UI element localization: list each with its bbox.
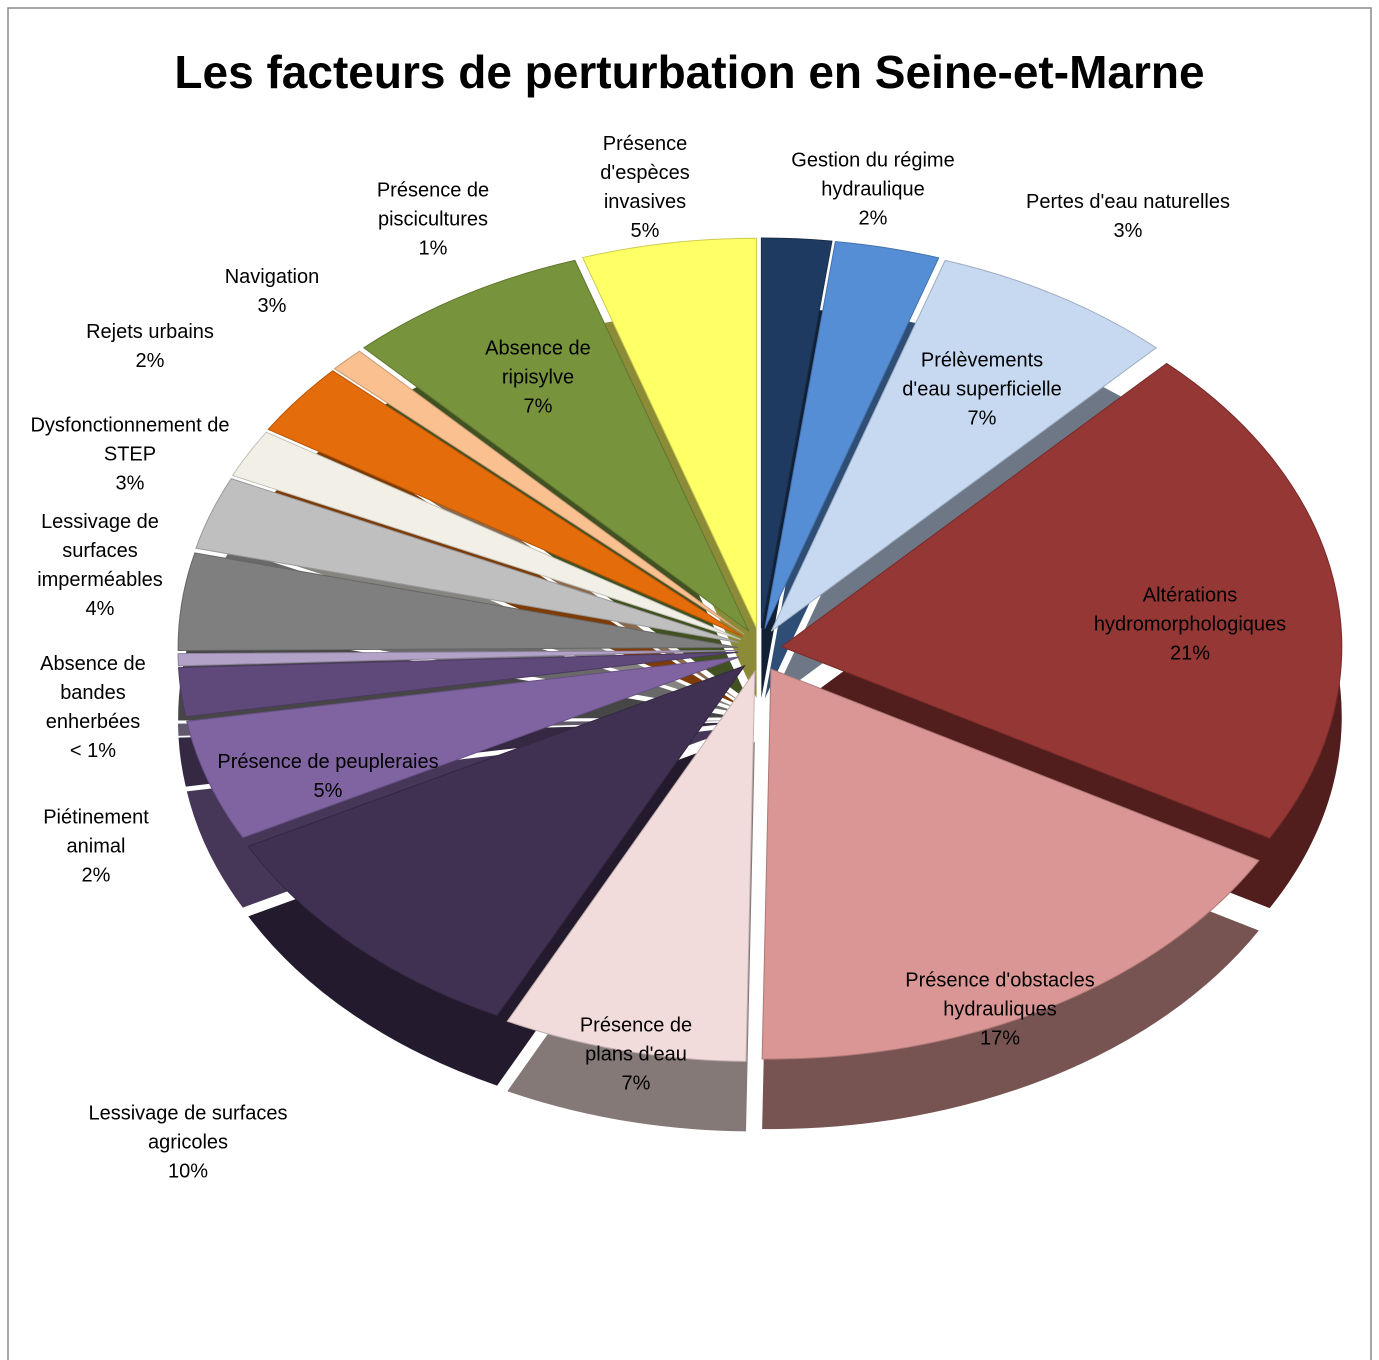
pie-slice xyxy=(780,362,1343,839)
pie-slice xyxy=(231,431,741,640)
value-label: < 1% xyxy=(69,740,117,762)
slice-label: Prélèvements d'eau superficielle 7% xyxy=(902,347,1062,434)
value-label: 7% xyxy=(967,407,997,430)
pie-slice xyxy=(761,668,1260,1060)
category-name: Gestion du régime hydraulique xyxy=(791,149,955,201)
value-label: 2% xyxy=(858,207,888,230)
value-label: 3% xyxy=(257,295,287,317)
pie-slice xyxy=(770,259,1158,632)
slice-label: Lessivage de surfaces agricoles 10% xyxy=(68,1100,308,1187)
category-name: Présence de piscicultures xyxy=(376,179,490,231)
pie-slice xyxy=(362,259,750,632)
category-name: Absence de ripisylve xyxy=(485,337,591,389)
slice-label: Absence de ripisylve 7% xyxy=(468,335,608,422)
slice-label: Altérations hydromorphologiques 21% xyxy=(1070,582,1310,669)
slice-label: Lessivage de surfaces imperméables 4% xyxy=(15,508,185,624)
category-name: Pertes d'eau naturelles xyxy=(1026,191,1230,213)
value-label: 3% xyxy=(115,472,145,495)
value-label: 10% xyxy=(167,1160,209,1183)
slice-label: Absence de bandes enherbées < 1% xyxy=(28,650,158,766)
slice-label: Dysfonctionnement de STEP 3% xyxy=(25,412,235,499)
category-name: Navigation xyxy=(224,266,320,288)
pie-slice xyxy=(764,241,940,629)
slice-label: Présence d'obstacles hydrauliques 17% xyxy=(885,967,1115,1054)
pie-slice xyxy=(581,237,758,629)
category-name: Absence de bandes enherbées xyxy=(40,653,146,733)
pie-slice xyxy=(178,651,739,718)
value-label: 5% xyxy=(630,220,660,242)
category-name: Rejets urbains xyxy=(86,321,214,343)
slice-label: Gestion du régime hydraulique 2% xyxy=(768,147,978,234)
slice-label: Pertes d'eau naturelles 3% xyxy=(998,188,1258,246)
value-label: 5% xyxy=(313,780,343,802)
value-label: 4% xyxy=(85,598,115,620)
category-name: Lessivage de surfaces imperméables xyxy=(37,511,163,591)
slice-label: Navigation 3% xyxy=(207,263,337,321)
pie-slice xyxy=(186,656,740,839)
chart-title: Les facteurs de perturbation en Seine-et… xyxy=(174,46,1205,98)
value-label: 7% xyxy=(621,1072,651,1095)
value-label: 2% xyxy=(135,350,165,372)
pie-slice xyxy=(506,669,756,1062)
slice-label: Présence de piscicultures 1% xyxy=(358,177,508,264)
slice-label: Rejets urbains 2% xyxy=(75,318,225,376)
pie-slice xyxy=(247,664,746,1017)
slice-label: Présence de peupleraies 5% xyxy=(198,748,458,806)
value-label: 2% xyxy=(81,864,111,887)
slice-label: Présence d'espèces invasives 5% xyxy=(585,130,705,246)
category-name: Prélèvements d'eau superficielle xyxy=(902,349,1062,401)
category-name: Présence d'espèces invasives xyxy=(600,133,690,213)
category-name: Présence de peupleraies xyxy=(217,751,439,773)
value-label: 1% xyxy=(418,237,448,260)
pie-slice xyxy=(333,350,745,635)
slice-label: Présence de plans d'eau 7% xyxy=(561,1012,711,1099)
category-name: Présence de plans d'eau xyxy=(579,1014,693,1066)
category-name: Présence d'obstacles hydrauliques xyxy=(905,969,1095,1021)
value-label: 21% xyxy=(1169,642,1211,665)
slice-label: Piétinement animal 2% xyxy=(26,804,166,891)
category-name: Piétinement animal xyxy=(43,806,149,858)
pie-slice xyxy=(760,237,833,629)
value-label: 3% xyxy=(1113,220,1143,242)
category-name: Altérations hydromorphologiques xyxy=(1093,584,1287,636)
pie-slice xyxy=(177,650,739,667)
value-label: 17% xyxy=(979,1027,1021,1050)
pie-slice xyxy=(177,552,739,651)
frame xyxy=(7,7,1372,1360)
pie-slice xyxy=(267,370,743,638)
value-label: 7% xyxy=(523,395,553,418)
pie-slice xyxy=(195,478,740,644)
category-name: Dysfonctionnement de STEP xyxy=(30,414,230,466)
category-name: Lessivage de surfaces agricoles xyxy=(88,1102,288,1154)
